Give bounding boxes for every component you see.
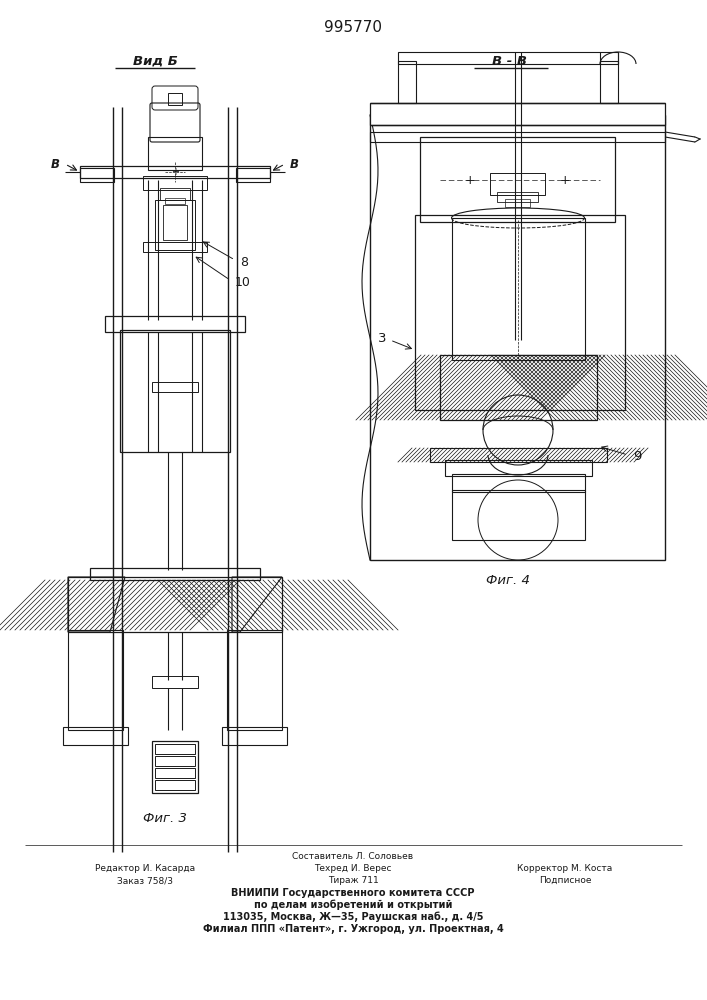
Text: +: + xyxy=(171,167,179,177)
Bar xyxy=(155,780,195,790)
Bar xyxy=(600,61,618,103)
Bar xyxy=(370,115,665,560)
Bar xyxy=(120,330,230,452)
Text: +: + xyxy=(560,174,571,186)
Text: В: В xyxy=(290,157,299,170)
Bar xyxy=(440,355,597,420)
Bar xyxy=(227,630,282,730)
Bar xyxy=(490,173,545,195)
Bar xyxy=(505,199,530,207)
Bar xyxy=(155,756,195,766)
Bar xyxy=(222,727,287,745)
Bar xyxy=(105,316,245,332)
Text: 8: 8 xyxy=(240,255,248,268)
Text: Фиг. 3: Фиг. 3 xyxy=(143,812,187,824)
Bar xyxy=(452,490,585,540)
Bar xyxy=(497,192,538,202)
Text: Тираж 711: Тираж 711 xyxy=(327,876,378,885)
Bar xyxy=(163,205,187,240)
Text: Редактор И. Касарда: Редактор И. Касарда xyxy=(95,864,195,873)
Bar xyxy=(445,460,592,476)
Bar xyxy=(165,198,185,204)
Text: Заказ 758/3: Заказ 758/3 xyxy=(117,876,173,885)
Bar xyxy=(398,52,618,64)
Bar xyxy=(143,242,207,252)
Text: Филиал ППП «Патент», г. Ужгород, ул. Проектная, 4: Филиал ППП «Патент», г. Ужгород, ул. Про… xyxy=(203,924,503,934)
Bar xyxy=(370,103,665,125)
Text: Вид Б: Вид Б xyxy=(133,55,177,68)
Bar xyxy=(152,676,198,688)
Text: +: + xyxy=(464,174,475,186)
Text: В - В: В - В xyxy=(493,55,527,68)
Bar xyxy=(80,168,114,182)
Bar xyxy=(155,200,195,250)
Text: 9: 9 xyxy=(633,450,641,464)
Text: 10: 10 xyxy=(235,275,251,288)
Text: ВНИИПИ Государственного комитета СССР: ВНИИПИ Государственного комитета СССР xyxy=(231,888,474,898)
Bar xyxy=(143,176,207,190)
Text: по делам изобретений и открытий: по делам изобретений и открытий xyxy=(254,900,452,910)
Bar xyxy=(370,132,665,142)
Bar xyxy=(63,727,128,745)
Text: Подписное: Подписное xyxy=(539,876,591,885)
Bar xyxy=(398,61,416,103)
Bar xyxy=(152,741,198,793)
Bar xyxy=(68,577,282,632)
Bar xyxy=(155,768,195,778)
Bar xyxy=(452,218,585,360)
Bar xyxy=(148,137,202,170)
Text: Фиг. 4: Фиг. 4 xyxy=(486,574,530,586)
Text: 995770: 995770 xyxy=(324,20,382,35)
Bar xyxy=(430,448,607,462)
Bar xyxy=(155,744,195,754)
Text: 113035, Москва, Ж—35, Раушская наб., д. 4/5: 113035, Москва, Ж—35, Раушская наб., д. … xyxy=(223,912,484,922)
Bar xyxy=(152,382,198,392)
Bar xyxy=(420,137,615,222)
Text: Составитель Л. Соловьев: Составитель Л. Соловьев xyxy=(293,852,414,861)
Text: 3: 3 xyxy=(378,332,386,344)
Bar xyxy=(68,630,123,730)
Text: В: В xyxy=(51,157,60,170)
Bar xyxy=(236,168,270,182)
Bar xyxy=(168,93,182,105)
Bar xyxy=(452,474,585,492)
Text: Техред И. Верес: Техред И. Верес xyxy=(314,864,392,873)
Bar xyxy=(160,188,190,200)
Bar xyxy=(90,568,260,580)
Bar xyxy=(80,166,270,178)
Bar xyxy=(415,215,625,410)
Text: Корректор М. Коста: Корректор М. Коста xyxy=(518,864,613,873)
